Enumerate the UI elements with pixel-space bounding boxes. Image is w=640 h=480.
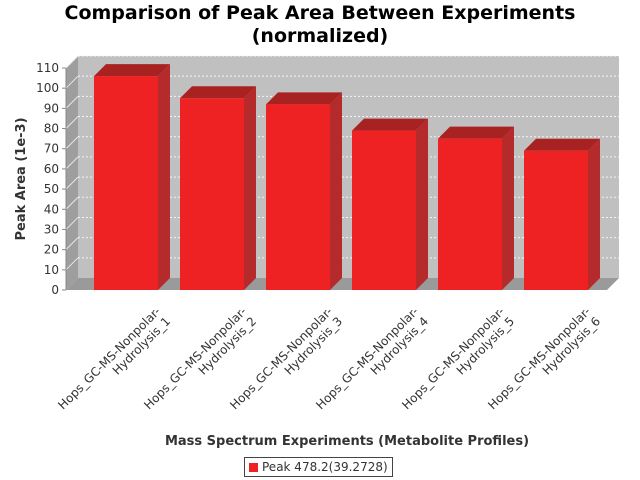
bar-top <box>266 92 342 105</box>
gridline-side <box>65 237 79 250</box>
bar <box>438 138 502 290</box>
bar-side <box>416 118 428 291</box>
y-tick-label: 20 <box>44 243 59 257</box>
y-tick-label: 90 <box>44 101 59 115</box>
y-tick-label: 60 <box>44 162 59 176</box>
legend-swatch <box>249 462 258 472</box>
y-tick-label: 50 <box>44 182 59 196</box>
y-tick-label: 70 <box>44 142 59 156</box>
bar <box>180 98 244 290</box>
gridline-side <box>65 257 79 271</box>
bar-side <box>502 126 514 291</box>
plot-left-wall <box>66 56 78 290</box>
chart-title-line-1: Comparison of Peak Area Between Experime… <box>64 2 576 24</box>
y-tick-label: 110 <box>36 61 59 75</box>
bar-top <box>180 86 256 99</box>
gridline-side <box>65 176 79 190</box>
bar <box>266 104 330 290</box>
gridline-side <box>65 156 79 170</box>
y-tick-label: 0 <box>51 283 59 297</box>
bar <box>524 150 588 290</box>
bar <box>94 76 158 290</box>
bar-top <box>352 118 428 131</box>
gridline-side <box>65 116 79 129</box>
bar-side <box>330 92 342 290</box>
legend-label: Peak 478.2(39.2728) <box>262 460 388 474</box>
gridline-side <box>65 55 79 69</box>
gridline-side <box>65 75 79 89</box>
chart-title-line-2: (normalized) <box>251 25 389 47</box>
bar <box>352 130 416 290</box>
bar-top <box>438 126 514 139</box>
bar-side <box>588 138 600 290</box>
y-tick-label: 30 <box>44 222 59 236</box>
gridline-side <box>65 217 79 230</box>
gridline-side <box>65 136 79 150</box>
legend: Peak 478.2(39.2728) <box>244 457 393 477</box>
y-tick-label: 40 <box>44 202 59 216</box>
chart-title: Comparison of Peak Area Between Experime… <box>0 2 640 48</box>
bar-top <box>94 64 170 77</box>
y-axis-label: Peak Area (1e-3) <box>14 117 29 240</box>
y-tick-label: 100 <box>36 81 59 95</box>
y-tick-label: 80 <box>44 122 59 136</box>
y-tick-label: 10 <box>44 263 59 277</box>
bar-side <box>158 64 170 291</box>
gridline-side <box>65 96 79 109</box>
gridline-side <box>65 196 79 210</box>
x-axis-label: Mass Spectrum Experiments (Metabolite Pr… <box>165 434 529 449</box>
bar-top <box>524 138 600 151</box>
bar-side <box>244 86 256 290</box>
